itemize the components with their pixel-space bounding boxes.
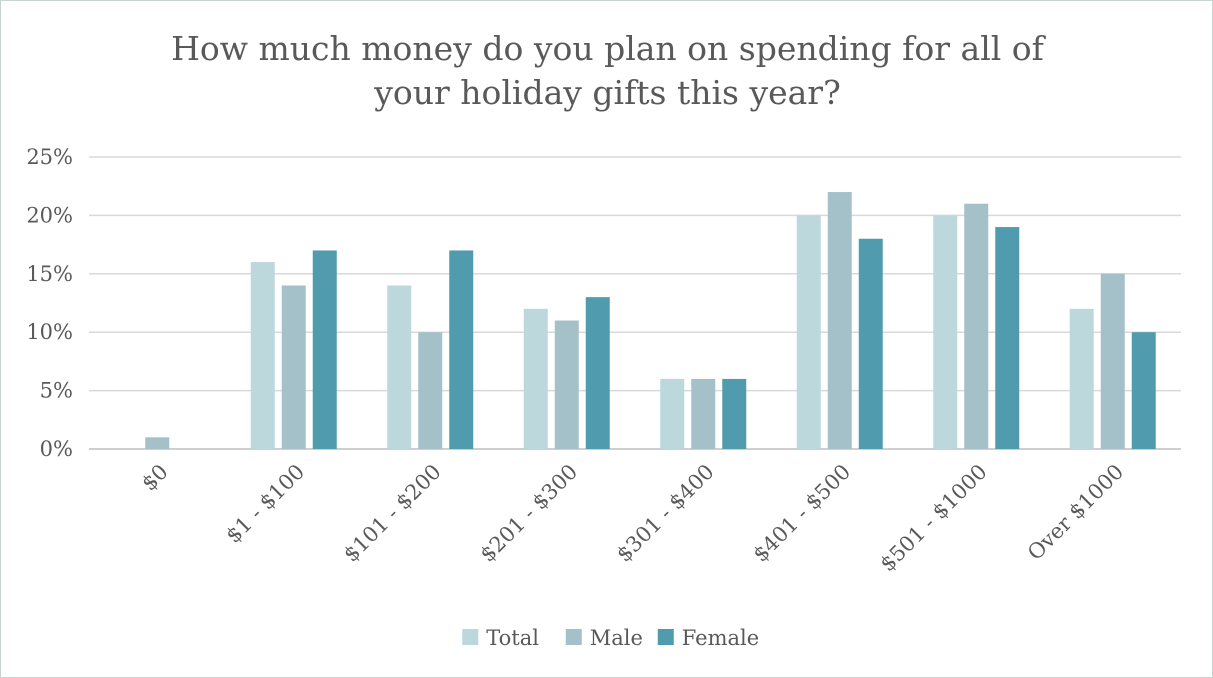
x-tick-label: $301 - $400 <box>612 460 719 567</box>
x-tick-label: $401 - $500 <box>748 460 855 567</box>
x-tick-label: $501 - $1000 <box>875 460 991 576</box>
bar-male-6 <box>964 203 989 449</box>
legend-swatch-male <box>565 629 582 645</box>
x-tick-label: $1 - $100 <box>221 460 309 548</box>
bar-total-5 <box>796 215 821 449</box>
bar-male-3 <box>554 320 579 449</box>
bar-female-3 <box>585 297 610 449</box>
bar-total-2 <box>387 285 412 449</box>
bar-female-5 <box>858 238 883 449</box>
y-tick-label: 20% <box>26 203 73 227</box>
legend-label-total: Total <box>486 626 539 650</box>
legend-swatch-total <box>462 629 479 645</box>
bar-total-3 <box>523 308 548 449</box>
bar-male-7 <box>1100 273 1125 449</box>
bar-male-2 <box>418 332 443 449</box>
bar-male-4 <box>691 378 716 449</box>
legend-label-male: Male <box>590 626 643 650</box>
y-tick-label: 10% <box>26 320 73 344</box>
chart-title: How much money do you plan on spending f… <box>171 29 1044 112</box>
bar-male-1 <box>281 285 306 449</box>
bar-total-4 <box>660 378 685 449</box>
x-tick-label: Over $1000 <box>1023 460 1128 565</box>
y-tick-label: 25% <box>26 145 73 169</box>
x-tick-label: $101 - $200 <box>339 460 446 567</box>
bar-total-6 <box>933 215 958 449</box>
bar-female-6 <box>995 227 1020 449</box>
legend-label-female: Female <box>682 626 759 650</box>
y-tick-label: 0% <box>40 437 73 461</box>
x-tick-label: $0 <box>137 460 173 496</box>
bar-male-5 <box>827 192 852 450</box>
legend-swatch-female <box>657 629 674 645</box>
bar-male-0 <box>145 437 170 449</box>
bar-female-2 <box>449 250 474 449</box>
bar-female-1 <box>312 250 337 449</box>
bar-total-7 <box>1069 308 1094 449</box>
x-tick-label: $201 - $300 <box>475 460 582 567</box>
y-tick-label: 5% <box>40 379 73 403</box>
bar-female-4 <box>722 378 747 449</box>
y-tick-label: 15% <box>26 262 73 286</box>
bar-total-1 <box>250 262 275 449</box>
bar-female-7 <box>1131 332 1156 449</box>
